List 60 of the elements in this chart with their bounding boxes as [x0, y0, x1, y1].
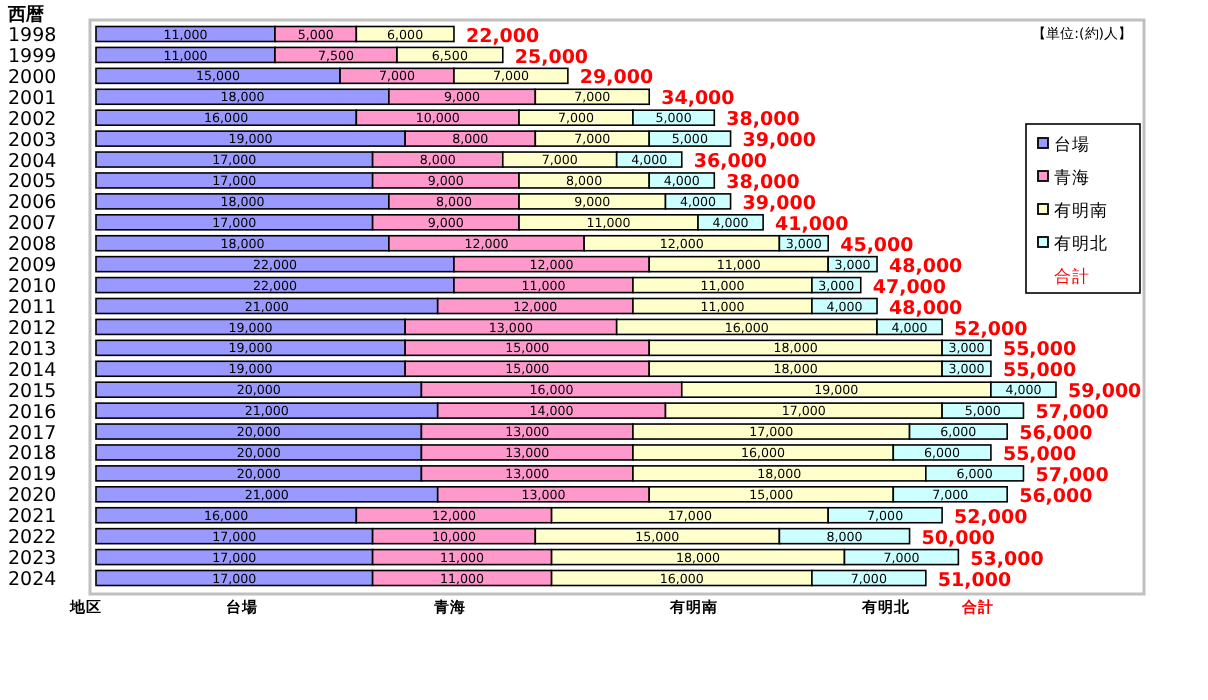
total-label: 55,000	[1002, 339, 1078, 362]
y-tick-label: 2011	[8, 297, 57, 319]
y-tick-label: 2018	[8, 443, 57, 466]
total-label: 57,000	[1035, 464, 1110, 487]
total-label: 47,000	[872, 276, 947, 299]
total-label: 52,000	[954, 318, 1029, 341]
y-tick-label: 2017	[8, 422, 57, 445]
total-label: 39,000	[742, 130, 817, 153]
total-label: 36,000	[693, 151, 768, 174]
y-tick-label: 2012	[8, 317, 57, 340]
y-tick-label: 2009	[8, 255, 57, 278]
total-label: 55,000	[1002, 360, 1078, 383]
total-label: 55,000	[1002, 444, 1078, 467]
y-tick-label: 1999	[8, 45, 57, 68]
y-tick-label: 1998	[8, 25, 57, 47]
total-label: 52,000	[954, 506, 1029, 529]
legend-label: 青海	[1054, 167, 1090, 189]
total-label: 34,000	[661, 88, 736, 111]
total-label: 51,000	[937, 569, 1012, 592]
y-tick-label: 2005	[8, 171, 57, 194]
y-tick-label: 2020	[8, 485, 57, 508]
total-label: 48,000	[889, 255, 964, 278]
total-label: 22,000	[465, 25, 541, 48]
total-label: 57,000	[1035, 402, 1110, 425]
y-tick-label: 2016	[8, 401, 57, 424]
total-label: 48,000	[889, 297, 964, 320]
total-label: 41,000	[775, 213, 850, 236]
y-tick-label: 2015	[8, 380, 57, 403]
total-label: 29,000	[579, 67, 654, 90]
total-label: 59,000	[1068, 381, 1143, 404]
legend-label: 台場	[1054, 134, 1090, 156]
legend-label: 有明南	[1054, 200, 1108, 222]
y-tick-label: 2007	[8, 213, 57, 236]
y-tick-label: 2006	[8, 192, 57, 215]
y-tick-label: 2004	[8, 150, 57, 173]
y-tick-label: 2022	[8, 527, 57, 550]
total-label: 50,000	[921, 527, 996, 550]
y-tick-label: 2000	[8, 66, 57, 89]
total-label: 38,000	[726, 109, 801, 132]
y-tick-label: 2023	[8, 548, 57, 571]
y-tick-label: 2014	[8, 359, 57, 382]
y-tick-label: 2019	[8, 464, 57, 487]
y-tick-label: 2010	[8, 276, 57, 299]
y-tick-label: 2001	[8, 87, 57, 110]
legend-label: 有明北	[1054, 233, 1108, 255]
total-label: 56,000	[1019, 423, 1094, 446]
y-tick-label: 2008	[8, 234, 57, 257]
annotation: 合計	[1054, 266, 1090, 288]
total-label: 39,000	[742, 192, 817, 215]
total-label: 45,000	[840, 234, 915, 257]
y-tick-label: 2013	[8, 338, 57, 361]
total-label: 25,000	[514, 46, 589, 69]
y-tick-label: 2024	[8, 569, 57, 591]
y-axis-title: 西暦	[6, 4, 44, 26]
total-label: 38,000	[726, 172, 801, 195]
y-tick-label: 2003	[8, 129, 57, 152]
total-label: 53,000	[970, 548, 1045, 571]
total-label: 56,000	[1019, 485, 1094, 508]
y-tick-label: 2021	[8, 506, 57, 529]
y-tick-label: 2002	[8, 108, 57, 131]
